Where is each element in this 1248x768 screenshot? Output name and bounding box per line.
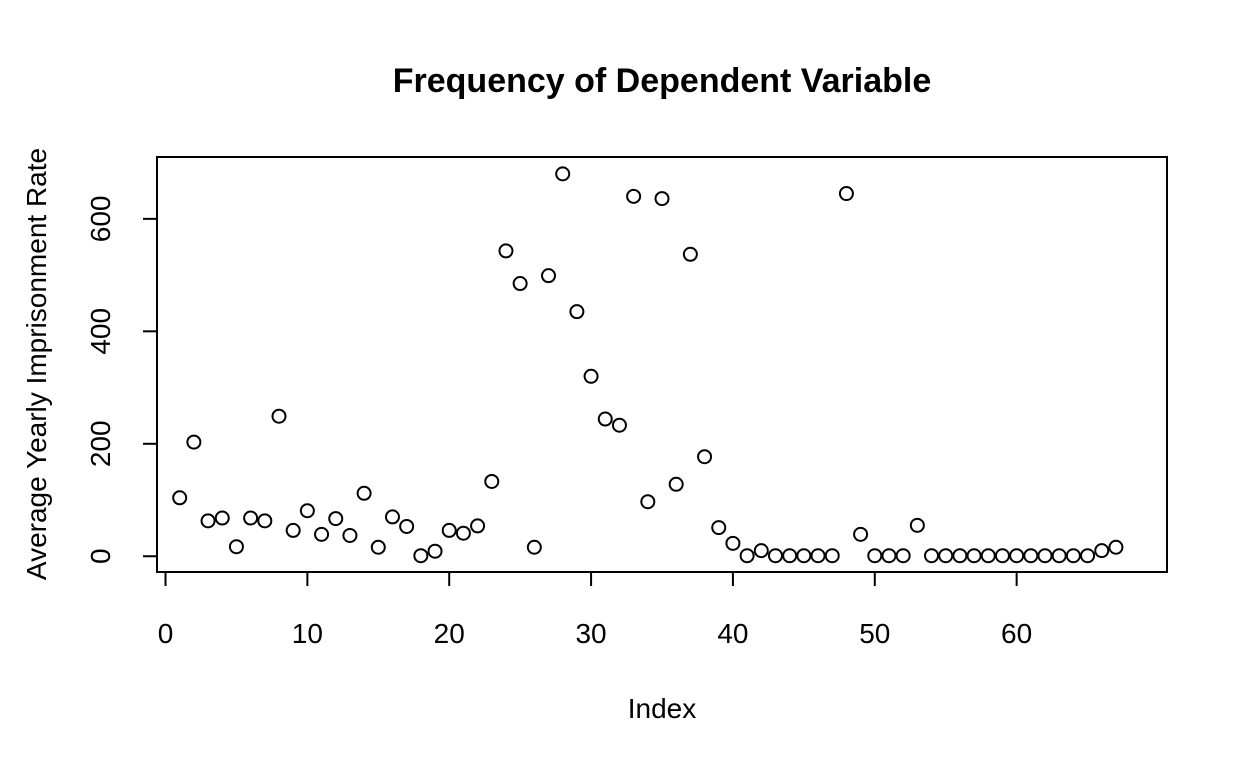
data-point bbox=[299, 503, 315, 519]
data-point bbox=[441, 522, 457, 538]
data-point bbox=[697, 449, 713, 465]
data-point bbox=[186, 434, 202, 450]
data-point bbox=[427, 543, 443, 559]
data-point bbox=[370, 539, 386, 555]
y-tick-label: 200 bbox=[85, 420, 116, 467]
data-point bbox=[767, 548, 783, 564]
data-point bbox=[172, 490, 188, 506]
y-tick-label: 0 bbox=[85, 548, 116, 564]
data-point bbox=[994, 548, 1010, 564]
data-point bbox=[909, 517, 925, 533]
data-point bbox=[526, 539, 542, 555]
data-point bbox=[753, 543, 769, 559]
y-axis-label: Average Yearly Imprisonment Rate bbox=[21, 148, 52, 580]
data-point bbox=[384, 509, 400, 525]
data-point bbox=[824, 548, 840, 564]
x-tick-label: 20 bbox=[434, 618, 465, 649]
data-point bbox=[399, 518, 415, 534]
data-point bbox=[314, 526, 330, 542]
data-point bbox=[952, 548, 968, 564]
y-axis: 0 200 400 600 bbox=[85, 195, 158, 564]
data-point bbox=[498, 243, 514, 259]
data-points bbox=[172, 166, 1124, 564]
data-point bbox=[966, 548, 982, 564]
y-tick-label: 400 bbox=[85, 308, 116, 355]
data-point bbox=[243, 510, 259, 526]
data-point bbox=[285, 522, 301, 538]
data-point bbox=[668, 476, 684, 492]
data-point bbox=[838, 186, 854, 202]
x-axis: 0 10 20 30 40 50 60 bbox=[158, 571, 1032, 649]
data-point bbox=[1108, 539, 1124, 555]
data-point bbox=[1051, 548, 1067, 564]
data-point bbox=[512, 276, 528, 292]
y-tick-label: 600 bbox=[85, 195, 116, 242]
x-tick-label: 40 bbox=[717, 618, 748, 649]
data-point bbox=[541, 268, 557, 284]
data-point bbox=[980, 548, 996, 564]
x-tick-label: 10 bbox=[292, 618, 323, 649]
data-point bbox=[271, 408, 287, 424]
data-point bbox=[214, 510, 230, 526]
data-point bbox=[725, 535, 741, 551]
x-tick-label: 60 bbox=[1001, 618, 1032, 649]
data-point bbox=[1080, 548, 1096, 564]
data-point bbox=[328, 511, 344, 527]
data-point bbox=[1065, 548, 1081, 564]
data-point bbox=[342, 527, 358, 543]
data-point bbox=[782, 548, 798, 564]
data-point bbox=[484, 473, 500, 489]
data-point bbox=[583, 368, 599, 384]
data-point bbox=[739, 548, 755, 564]
data-point bbox=[881, 548, 897, 564]
data-point bbox=[867, 548, 883, 564]
chart-title: Frequency of Dependent Variable bbox=[393, 62, 931, 100]
data-point bbox=[611, 417, 627, 433]
data-point bbox=[1009, 548, 1025, 564]
data-point bbox=[853, 526, 869, 542]
data-point bbox=[200, 513, 216, 529]
data-point bbox=[810, 548, 826, 564]
data-point bbox=[1037, 548, 1053, 564]
x-tick-label: 50 bbox=[859, 618, 890, 649]
data-point bbox=[257, 513, 273, 529]
data-point bbox=[682, 246, 698, 262]
plot-frame bbox=[156, 156, 1168, 573]
data-point bbox=[569, 304, 585, 320]
data-point bbox=[470, 518, 486, 534]
data-point bbox=[1094, 543, 1110, 559]
data-point bbox=[640, 494, 656, 510]
data-point bbox=[626, 188, 642, 204]
data-point bbox=[924, 548, 940, 564]
data-point bbox=[895, 548, 911, 564]
data-point bbox=[938, 548, 954, 564]
data-point bbox=[228, 539, 244, 555]
data-point bbox=[597, 411, 613, 427]
x-axis-label: Index bbox=[628, 693, 697, 724]
data-point bbox=[711, 520, 727, 536]
x-tick-label: 0 bbox=[158, 618, 174, 649]
x-tick-label: 30 bbox=[575, 618, 606, 649]
data-point bbox=[555, 166, 571, 182]
data-point bbox=[455, 525, 471, 541]
data-point bbox=[654, 191, 670, 207]
data-point bbox=[413, 548, 429, 564]
data-point bbox=[796, 548, 812, 564]
data-point bbox=[1023, 548, 1039, 564]
data-point bbox=[356, 485, 372, 501]
